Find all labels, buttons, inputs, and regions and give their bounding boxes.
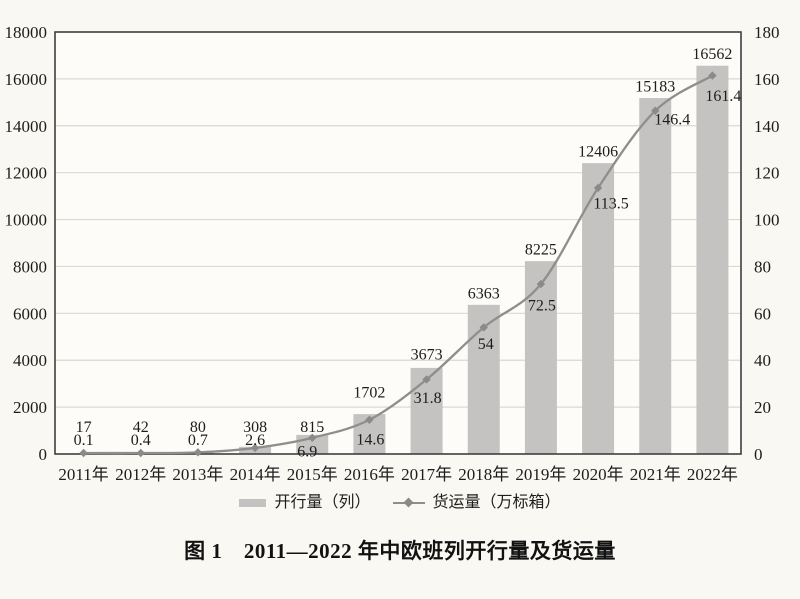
y-axis-label-right: 180 (754, 23, 780, 42)
y-axis-label-right: 160 (754, 70, 780, 89)
y-axis-label-right: 80 (754, 257, 771, 276)
y-axis-label-left: 2000 (13, 398, 47, 417)
line-value-label: 0.4 (131, 432, 151, 449)
y-axis-label-left: 6000 (13, 304, 47, 323)
x-axis-label: 2018年 (458, 465, 509, 484)
line-value-label: 0.7 (188, 432, 208, 449)
legend-item-trains: 开行量（列） (239, 492, 371, 514)
line-marker (308, 433, 317, 443)
line-marker (651, 106, 660, 115)
x-axis-label: 2019年 (515, 465, 566, 484)
bar-swatch-icon (239, 499, 267, 507)
chart-canvas: 0 2000 4000 6000 8000 10000 12000 14000 16000 180… (5, 23, 780, 484)
bar-value-label: 8225 (525, 242, 557, 259)
x-axis-label: 2013年 (172, 465, 223, 484)
line-value-label: 146.4 (654, 111, 690, 128)
y-axis-label-left: 4000 (13, 351, 47, 370)
x-axis-label: 2014年 (230, 465, 281, 484)
plot-border (54, 31, 742, 455)
y-axis-label-left: 0 (39, 445, 48, 464)
x-axis-label: 2016年 (344, 465, 395, 484)
bar-value-label: 42 (133, 419, 149, 436)
line-marker (250, 443, 260, 453)
line-marker (593, 183, 603, 193)
figure-caption: 图 1 2011—2022 年中欧班列开行量及货运量 (184, 539, 616, 563)
bar (639, 98, 672, 454)
diamond-marker-icon (403, 497, 413, 508)
bar-value-label: 16562 (692, 46, 732, 63)
y-axis-label-left: 14000 (5, 117, 48, 136)
line-marker (422, 375, 431, 384)
line-marker (536, 279, 546, 289)
line-marker (136, 448, 145, 458)
bar-value-label: 308 (243, 419, 267, 436)
bar (582, 163, 615, 454)
y-axis-label-left: 8000 (13, 257, 47, 276)
line-value-label: 14.6 (356, 431, 384, 448)
line-value-label: 6.9 (297, 443, 317, 460)
bar-value-label: 3673 (411, 346, 443, 363)
line-marker (79, 448, 88, 458)
x-axis-label: 2022年 (687, 465, 738, 484)
bar-value-label: 815 (300, 419, 324, 436)
y-axis-label-left: 18000 (5, 23, 48, 42)
line-value-label: 72.5 (528, 298, 556, 315)
y-axis-label-right: 60 (754, 304, 771, 323)
x-axis-label: 2017年 (401, 465, 452, 484)
bar-value-label: 80 (190, 419, 206, 436)
bar-value-label: 6363 (468, 285, 500, 302)
line-value-label: 54 (478, 336, 494, 353)
legend-label: 开行量（列） (274, 494, 371, 511)
line-swatch-icon (392, 497, 425, 508)
bar-value-label: 17 (76, 419, 92, 436)
y-axis-label-left: 10000 (5, 211, 48, 230)
x-axis-label: 2011年 (58, 465, 108, 484)
bar-value-label: 12406 (578, 144, 618, 161)
line-marker (479, 323, 488, 332)
y-axis-label-right: 120 (754, 164, 780, 183)
y-axis-label-right: 20 (754, 398, 771, 417)
y-axis-label-right: 140 (754, 117, 780, 136)
line-marker (365, 415, 374, 424)
line-marker (193, 448, 203, 457)
y-axis-label-right: 40 (754, 351, 771, 370)
bar (524, 261, 557, 454)
bar (696, 65, 729, 455)
plot-background (55, 32, 741, 454)
legend-item-freight: 货运量（万标箱） (392, 492, 561, 514)
line-value-label: 161.4 (705, 88, 741, 105)
line-value-label: 0.1 (74, 432, 94, 449)
y-axis-label-left: 16000 (5, 70, 48, 89)
y-axis-label-left: 12000 (5, 164, 48, 183)
line-value-label: 113.5 (593, 195, 628, 212)
y-axis-label-right: 100 (754, 211, 780, 230)
bar-value-label: 15183 (635, 79, 675, 96)
x-axis-label: 2015年 (287, 465, 338, 484)
legend-label: 货运量（万标箱） (432, 494, 561, 511)
line-value-label: 31.8 (414, 390, 442, 407)
line-marker (708, 71, 717, 80)
line-value-label: 2.6 (245, 432, 265, 449)
bar-value-label: 1702 (353, 385, 385, 402)
chart-legend: 开行量（列） 货运量（万标箱） (0, 492, 800, 514)
x-axis-label: 2012年 (115, 465, 166, 484)
x-axis-label: 2021年 (630, 465, 681, 484)
y-axis-label-right: 0 (754, 445, 763, 464)
x-axis-label: 2020年 (573, 465, 624, 484)
